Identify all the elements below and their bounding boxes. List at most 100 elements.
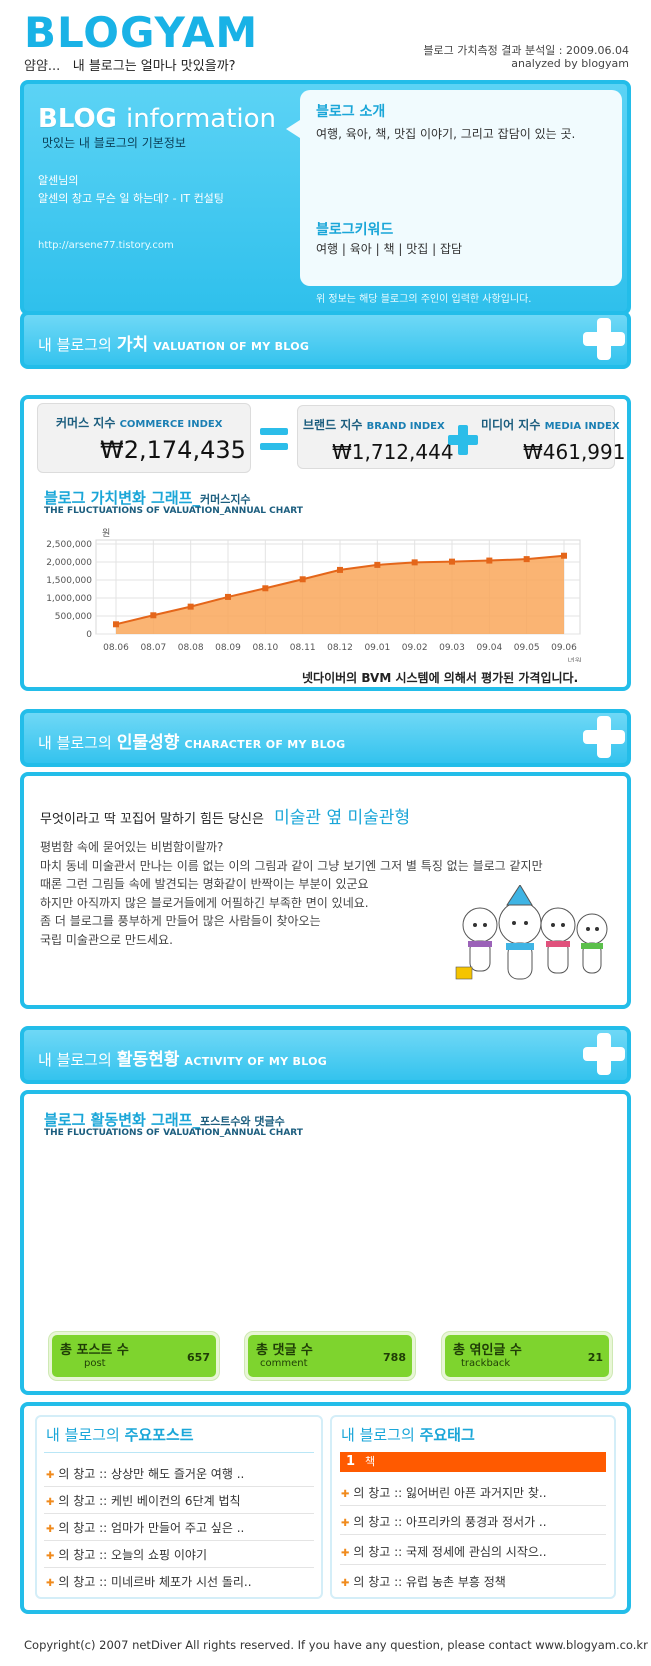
post-count-value: 657 — [187, 1351, 210, 1364]
expand-plus-icon[interactable] — [583, 318, 625, 360]
character-line: 좀 더 블로그를 풍부하게 만들어 많은 사람들이 찾아오는 — [40, 914, 321, 928]
x-tick-label: 08.08 — [178, 643, 204, 653]
character-headline: 무엇이라고 딱 꼬집어 말하기 힘든 당신은 미술관 옆 미술관형 — [40, 803, 410, 828]
owner-description: 알센의 창고 무슨 일 하는데? - IT 컨설팅 — [38, 192, 224, 205]
comment-count-sub: comment — [260, 1358, 308, 1369]
data-point — [486, 557, 493, 564]
x-tick-label: 08.09 — [215, 643, 241, 653]
main-tags-title: 내 블로그의 주요태그 — [341, 1426, 475, 1444]
character-bar-eng: CHARACTER OF MY BLOG — [184, 738, 346, 751]
expand-plus-icon[interactable] — [583, 716, 625, 758]
character-line: 때론 그런 그림들 속에 발견되는 명화같이 반짝이는 부분이 있군요 — [40, 877, 369, 891]
valuation-graph-title: 블로그 가치변화 그래프_커머스지수 — [44, 489, 251, 507]
x-tick-label: 09.06 — [551, 643, 577, 653]
character-bar-title: 인물성향 — [116, 733, 180, 753]
post-count-badge: 총 포스트 수 post 657 — [49, 1332, 219, 1380]
data-point — [262, 585, 269, 592]
analysis-date: 블로그 가치측정 결과 분석일 : 2009.06.04 — [423, 44, 629, 57]
data-point — [449, 558, 455, 565]
owner-name: 알센님의 — [38, 174, 79, 187]
activity-bar-eng: ACTIVITY OF MY BLOG — [184, 1055, 328, 1068]
comment-count-value: 788 — [383, 1351, 406, 1364]
valuation-bar-eng: VALUATION OF MY BLOG — [153, 340, 310, 353]
main-tags-panel — [330, 1415, 616, 1599]
blog-url-link[interactable]: http://arsene77.tistory.com — [38, 240, 174, 251]
valuation-section-bar[interactable] — [20, 311, 631, 369]
data-point — [411, 559, 418, 566]
x-tick-label: 09.01 — [364, 643, 390, 653]
valuation-chart: 2,500,000 2,000,000 1,500,000 1,000,000 500,… — [46, 528, 582, 662]
y-tick-label: 500,000 — [55, 612, 92, 622]
tag-post-link[interactable]: ✚ 의 창고 :: 아프리카의 풍경과 정서가 .. — [341, 1515, 547, 1529]
tagline-text: 내 블로그는 얼마나 맛있을까? — [72, 59, 236, 74]
equals-icon-top — [260, 428, 288, 435]
data-point — [337, 566, 343, 573]
equals-icon-bottom — [260, 443, 288, 450]
character-question: 무엇이라고 딱 꼬집어 말하기 힘든 당신은 — [40, 812, 264, 827]
comment-count-title: 총 댓글 수 — [256, 1343, 313, 1358]
commerce-index-box — [37, 403, 251, 473]
tagline-prefix: 얌얌... — [24, 59, 61, 74]
blog-info-subtitle: 맛있는 내 블로그의 기본정보 — [42, 136, 186, 150]
top-tag-rank: 1 — [346, 1454, 356, 1469]
divider — [44, 1486, 314, 1487]
divider — [44, 1540, 314, 1541]
post-link[interactable]: ✚ 의 창고 :: 엄마가 만들어 주고 싶은 .. — [46, 1521, 245, 1535]
valuation-bar-title: 가치 — [116, 335, 149, 355]
expand-plus-icon[interactable] — [583, 1033, 625, 1075]
intro-text: 여행, 육아, 책, 맛집 이야기, 그리고 잡담이 있는 곳. — [316, 127, 576, 141]
blog-info-title-blog: BLOG — [38, 104, 117, 134]
post-link[interactable]: ✚ 의 창고 :: 미네르바 체포가 시선 돌리.. — [46, 1575, 252, 1589]
intro-title: 블로그 소개 — [316, 104, 386, 120]
data-point — [561, 552, 567, 559]
activity-graph-subtitle: THE FLUCTUATIONS OF VALUATION_ANNUAL CHA… — [44, 1128, 303, 1138]
activity-section-bar[interactable] — [20, 1026, 631, 1084]
activity-chart-area — [44, 1145, 604, 1325]
divider — [44, 1567, 314, 1568]
divider — [340, 1564, 606, 1565]
activity-graph-title: 블로그 활동변화 그래프_포스트수와 댓글수 — [44, 1111, 285, 1129]
post-link[interactable]: ✚ 의 창고 :: 오늘의 쇼핑 이야기 — [46, 1548, 207, 1562]
commerce-index-label: 커머스 지수 COMMERCE INDEX — [56, 416, 223, 430]
tag-post-link[interactable]: ✚ 의 창고 :: 유럽 농촌 부흥 정책 — [341, 1575, 506, 1589]
y-tick-label: 2,000,000 — [46, 558, 92, 568]
x-tick-label: 08.07 — [140, 643, 166, 653]
bvm-note: 넷다이버의 BVM 시스템에 의해서 평가된 가격입니다. — [302, 671, 579, 685]
keyword-title: 블로그키워드 — [316, 222, 394, 238]
commerce-index-value: ₩2,174,435 — [100, 436, 246, 464]
blog-info-title: BLOG information — [38, 104, 276, 134]
data-point — [150, 612, 157, 619]
character-section-bar[interactable] — [20, 709, 631, 767]
valuation-bar-label: 내 블로그의 가치 VALUATION OF MY BLOG — [38, 330, 309, 355]
x-tick-label: 09.05 — [514, 643, 540, 653]
x-tick-label: 09.03 — [439, 643, 465, 653]
tag-post-link[interactable]: ✚ 의 창고 :: 잃어버린 아픈 과거지만 찾.. — [341, 1486, 547, 1500]
x-tick-label: 08.11 — [290, 643, 316, 653]
divider — [340, 1534, 606, 1535]
post-count-sub: post — [84, 1358, 106, 1369]
x-tick-label: 08.10 — [252, 643, 278, 653]
keyword-list: 여행 | 육아 | 책 | 맛집 | 잡담 — [316, 242, 463, 256]
post-link[interactable]: ✚ 의 창고 :: 케빈 베이컨의 6단계 법칙 — [46, 1494, 241, 1508]
tag-post-link[interactable]: ✚ 의 창고 :: 국제 정세에 관심의 시작으.. — [341, 1545, 547, 1559]
post-link[interactable]: ✚ 의 창고 :: 상상만 해도 즐거운 여행 .. — [46, 1467, 245, 1481]
tagline: 얌얌... 내 블로그는 얼마나 맛있을까? — [24, 55, 236, 74]
character-bar-label: 내 블로그의 인물성향 CHARACTER OF MY BLOG — [38, 728, 346, 753]
character-type: 미술관 옆 미술관형 — [274, 808, 411, 828]
blogyam-logo[interactable]: BLOGYAM — [24, 8, 259, 57]
x-tick-label: 08.12 — [327, 643, 353, 653]
media-index-value: ₩461,991 — [523, 440, 626, 464]
data-point — [374, 561, 381, 568]
brand-index-value: ₩1,712,444 — [332, 440, 454, 464]
series-area — [116, 555, 564, 634]
data-point — [187, 603, 194, 610]
footer-copyright: Copyright(c) 2007 netDiver All rights re… — [24, 1638, 648, 1652]
y-axis-label: 원 — [102, 528, 110, 539]
trackback-count-value: 21 — [587, 1351, 603, 1364]
main-posts-panel — [35, 1415, 323, 1599]
character-mascots-illustration — [455, 885, 608, 980]
character-line: 하지만 아직까지 많은 블로거들에게 어필하긴 부족한 면이 있네요. — [40, 895, 369, 910]
character-line: 마치 동네 미술관서 만나는 이름 없는 이의 그림과 같이 그냥 보기엔 그저… — [40, 858, 543, 873]
y-tick-label: 0 — [86, 630, 92, 640]
